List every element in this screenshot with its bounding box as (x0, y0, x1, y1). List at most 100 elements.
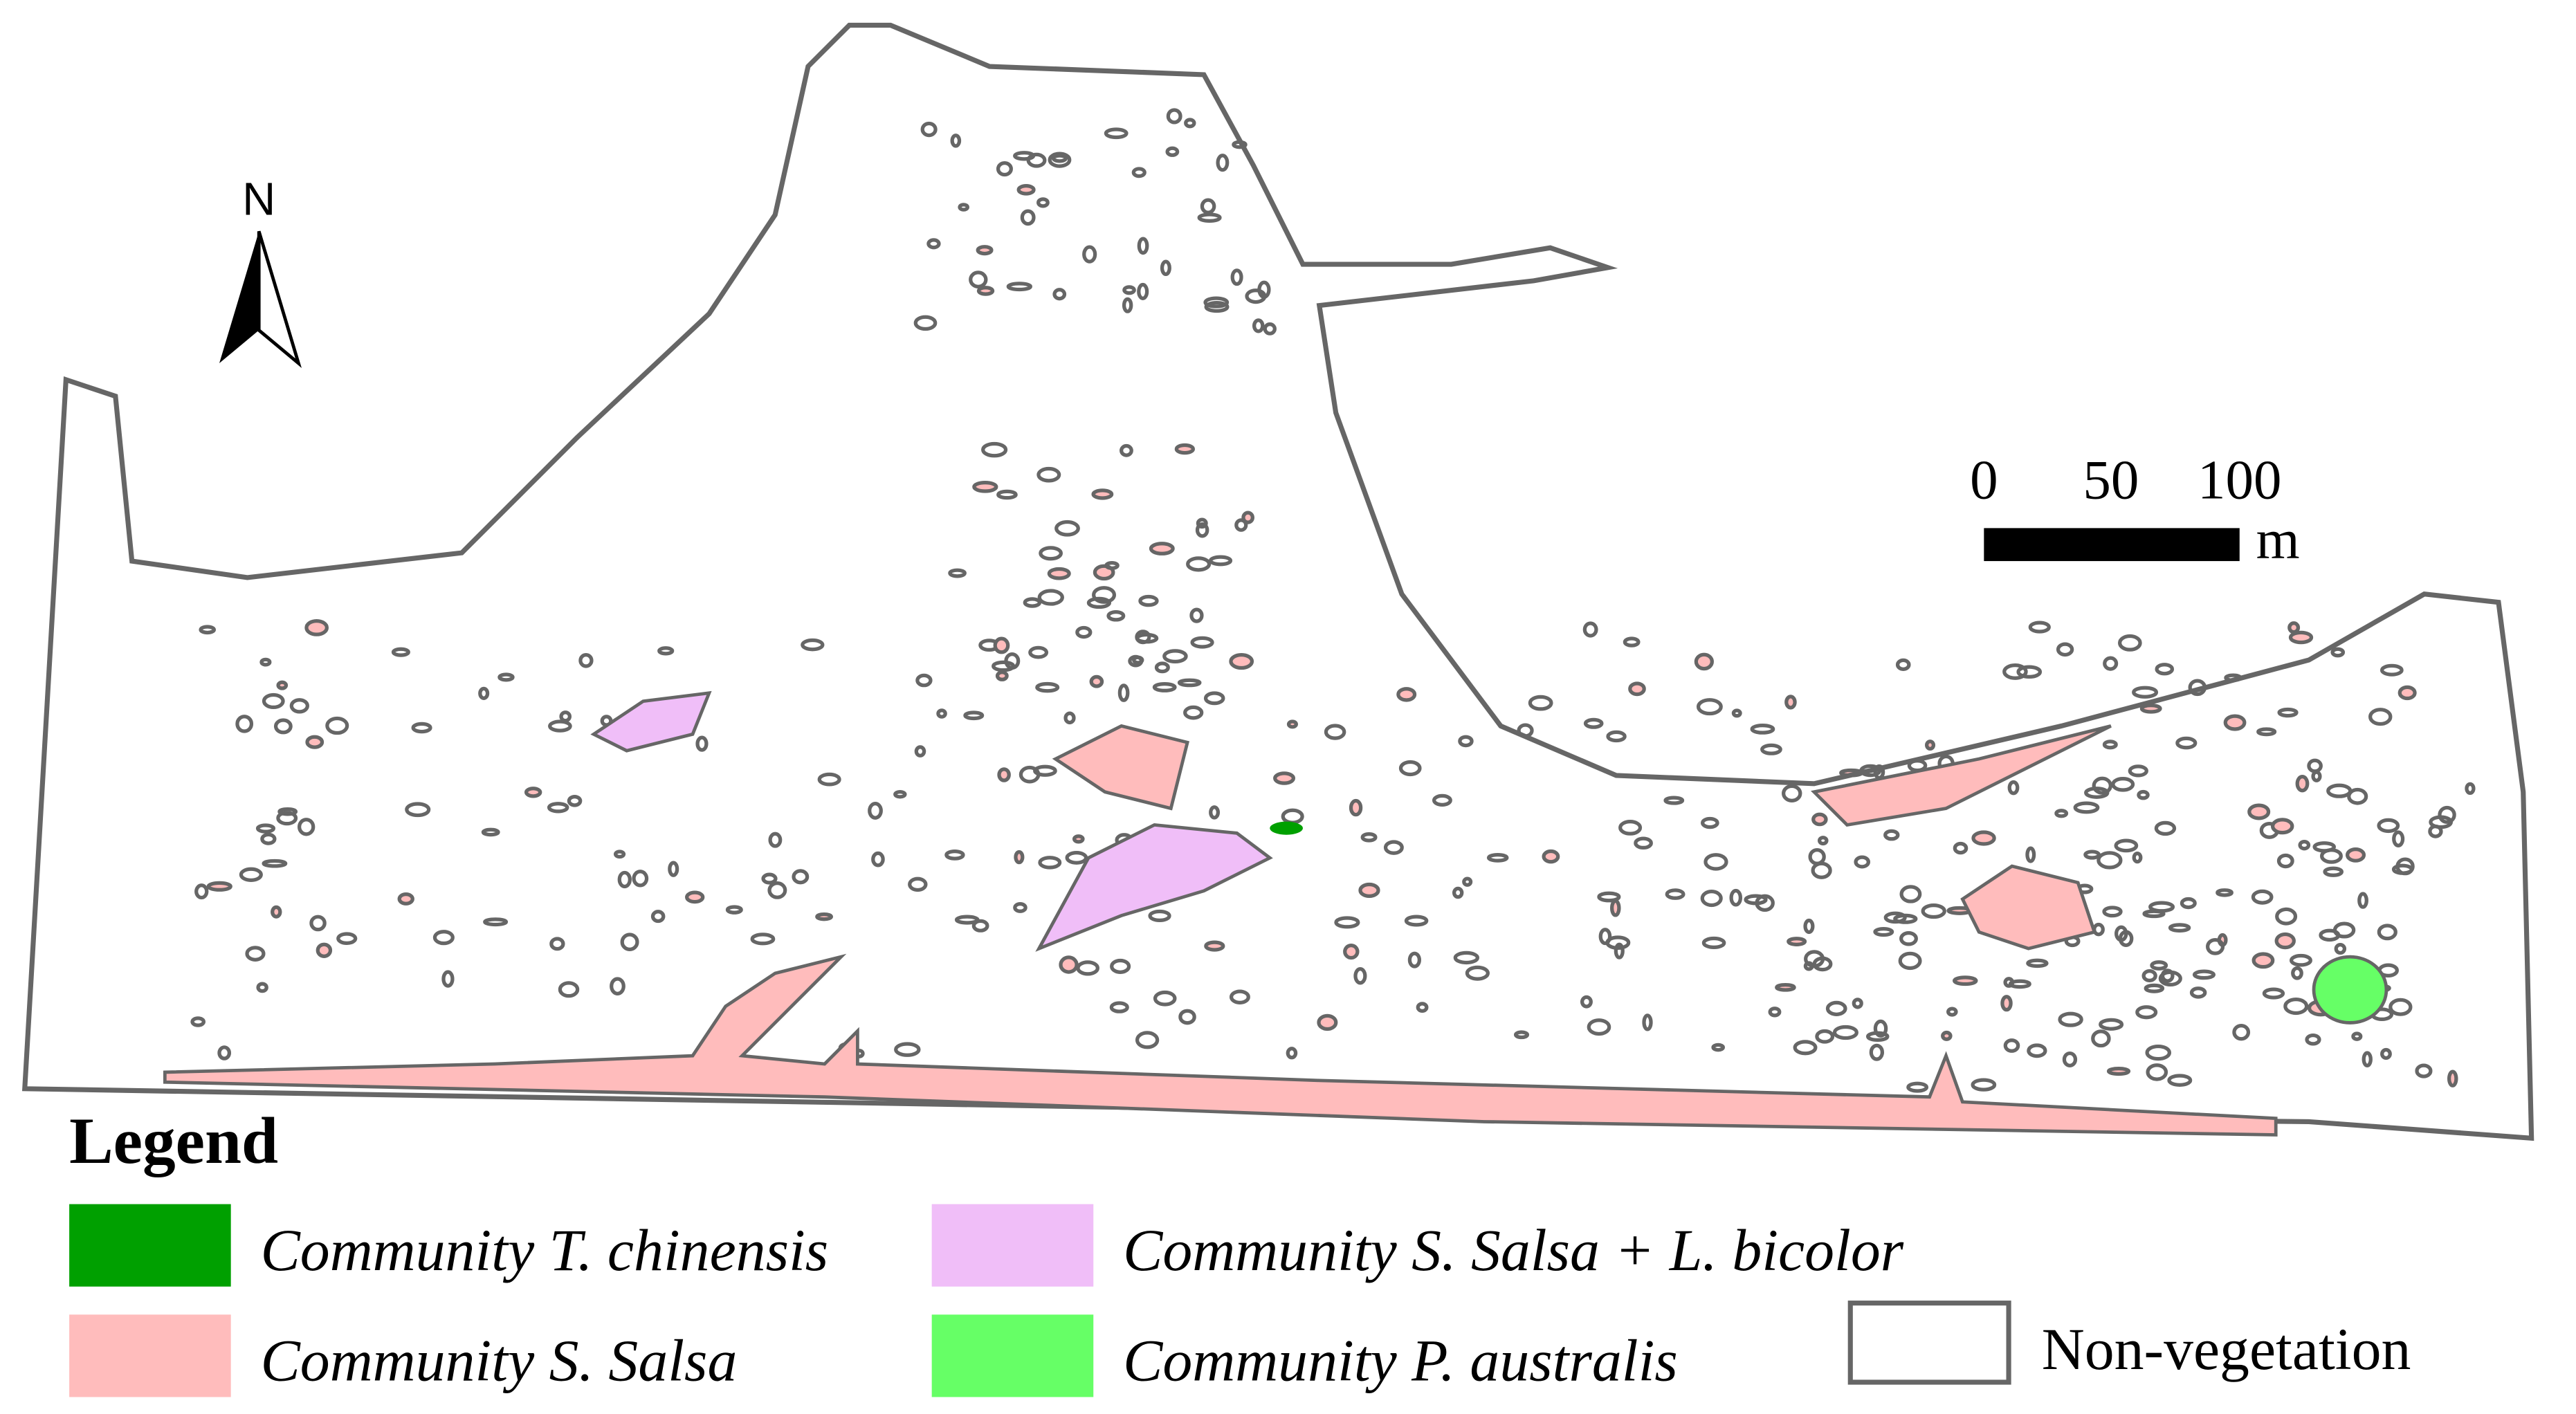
gray-patch (1921, 903, 1946, 919)
gray-patch (1119, 443, 1133, 457)
gray-patch (1281, 808, 1304, 825)
gray-patch (617, 870, 632, 889)
gray-patch (1899, 885, 1922, 903)
gray-patch (913, 315, 938, 331)
scale-label: 0 (1970, 448, 1998, 511)
gray-patch (206, 881, 232, 892)
gray-patch (2368, 708, 2393, 726)
gray-patch (2150, 960, 2168, 971)
gray-patch (1241, 511, 1254, 524)
gray-patch (273, 718, 293, 735)
gray-patch (1063, 711, 1076, 725)
gray-patch (750, 933, 776, 946)
gray-patch (2323, 866, 2344, 877)
gray-patch (245, 946, 266, 962)
legend-swatch (931, 1204, 1094, 1287)
gray-patch (277, 807, 298, 816)
north-arrow (219, 231, 259, 364)
gray-patch (1542, 849, 1560, 864)
gray-patch (893, 790, 907, 799)
gray-patch (997, 767, 1011, 782)
gray-patch (2114, 838, 2139, 853)
gray-patch (1054, 520, 1080, 537)
gray-patch (2058, 1011, 2083, 1027)
gray-patch (1334, 916, 1360, 929)
gray-patch (801, 638, 825, 652)
gray-patch (1696, 698, 1723, 716)
gray-patch (1610, 899, 1621, 917)
gray-patch (2003, 1038, 2020, 1053)
gray-patch (481, 827, 500, 837)
gray-patch (547, 802, 569, 814)
gray-patch (1035, 681, 1060, 693)
gray-patch (1775, 982, 1796, 992)
gray-patch (1051, 154, 1068, 163)
gray-patch (1148, 909, 1171, 922)
gray-patch (972, 480, 998, 493)
gray-patch (2025, 846, 2036, 863)
scale-label: 100 (2198, 448, 2282, 511)
gray-patch (260, 832, 277, 845)
gray-patch (1160, 259, 1171, 277)
gray-patch (2262, 987, 2285, 1000)
gray-patch (2274, 932, 2296, 950)
gray-patch (1317, 1013, 1338, 1031)
gray-patch (1013, 151, 1036, 161)
gray-patch (1768, 1007, 1782, 1018)
gray-patch (1110, 958, 1131, 974)
gray-patch (1286, 719, 1298, 729)
gray-patch (2305, 1033, 2321, 1046)
gray-patch (2106, 1066, 2131, 1076)
gray-patch (1883, 829, 1900, 841)
gray-patch (1953, 975, 1978, 986)
gray-patch (1037, 589, 1064, 606)
gray-patch (2276, 853, 2294, 869)
gray-patch (1396, 687, 1417, 702)
gray-patch (1873, 1019, 1888, 1038)
gray-patch (1869, 1043, 1885, 1061)
gray-patch (1817, 836, 1829, 846)
gray-patch (1906, 1081, 1929, 1093)
gray-patch (1701, 936, 1726, 950)
legend-label: Community T. chinensis (261, 1218, 829, 1283)
gray-patch (2362, 1051, 2373, 1068)
gray-patch (262, 858, 288, 868)
gray-patch (1122, 297, 1133, 313)
gray-patch (2128, 764, 2148, 778)
gray-patch (1784, 695, 1797, 710)
gray-patch (2135, 1005, 2158, 1020)
gray-patch (256, 982, 268, 993)
legend-label: Community P. australis (1123, 1328, 1678, 1394)
gray-patch (217, 1045, 232, 1060)
gray-patch (548, 719, 572, 733)
gray-patch (262, 692, 285, 710)
gray-patch (1135, 632, 1159, 644)
gray-patch (2142, 909, 2166, 919)
gray-patch (1014, 850, 1025, 865)
gray-patch (2379, 663, 2404, 677)
gray-patch (2099, 1018, 2124, 1031)
gray-patch (2295, 775, 2310, 793)
study-area-outline (21, 22, 2534, 1141)
gray-patch (2275, 907, 2298, 926)
gray-patch (2092, 776, 2112, 795)
gray-patch (1486, 853, 1509, 863)
legend-label: Non-vegetation (2042, 1316, 2411, 1382)
gray-patch (1245, 288, 1267, 304)
gray-patch (567, 794, 583, 807)
gray-patch (2283, 998, 2309, 1016)
gray-patch (1598, 928, 1612, 946)
gray-patch (524, 787, 542, 798)
gray-patch (1230, 268, 1243, 286)
gray-patch (259, 657, 272, 667)
gray-patch (969, 270, 988, 288)
gray-patch (1628, 681, 1646, 697)
gray-patch (2447, 1069, 2458, 1087)
gray-patch (1597, 891, 1621, 903)
gray-patch (2028, 621, 2051, 634)
gray-patch (1580, 995, 1593, 1009)
gray-patch (1873, 927, 1894, 937)
gray-patch (1895, 658, 1911, 671)
salsa-patch (1810, 724, 2112, 827)
gray-patch (963, 710, 985, 721)
